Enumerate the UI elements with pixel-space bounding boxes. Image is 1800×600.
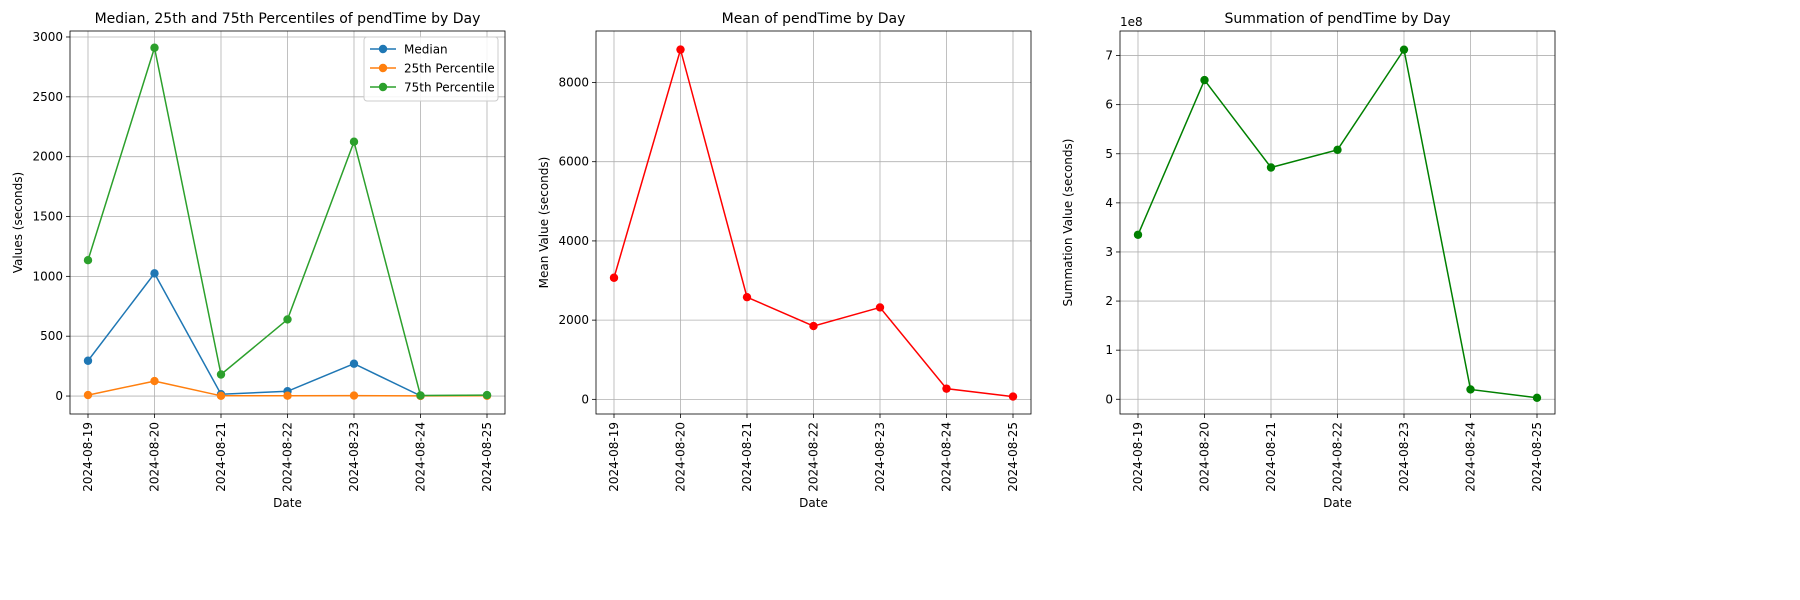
legend-label: 75th Percentile: [404, 81, 495, 95]
data-point: [482, 390, 492, 400]
data-point: [1532, 393, 1542, 402]
legend: Median 25th Percentile 75th Percentile: [363, 36, 499, 102]
y-tick-label: 1500: [32, 210, 63, 224]
x-tick-label: 2024-08-21: [1264, 422, 1278, 492]
x-tick-label: 2024-08-24: [940, 422, 954, 492]
data-point: [150, 269, 159, 278]
chart-panel-3: 0 1 2 3 4 5 6 7 2024-08-19 2024-08-20 2024-08-21 20…: [1061, 11, 1556, 510]
y-tick-label: 2000: [32, 150, 63, 164]
x-tick-label: 2024-08-20: [148, 422, 162, 492]
y-tick-label: 6000: [558, 155, 589, 169]
x-tick-label: 2024-08-19: [1131, 422, 1145, 492]
x-tick-label: 2024-08-22: [807, 422, 821, 492]
legend-box: [363, 36, 499, 102]
y-tick-label: 2: [1105, 294, 1113, 308]
x-tick-label: 2024-08-25: [1006, 422, 1020, 492]
x-axis-label: Date: [273, 496, 302, 510]
y-tick-label: 5: [1105, 147, 1113, 161]
data-point: [875, 303, 885, 312]
axis-offset-label: 1e8: [1120, 15, 1143, 29]
x-tick-label: 2024-08-22: [281, 422, 295, 492]
data-point: [1466, 385, 1475, 394]
x-tick-label: 2024-08-20: [674, 422, 688, 492]
chart-panel-1: 0 500 1000 1500 2000 2500 3000 2024-08-19 2024-0…: [11, 11, 506, 510]
y-axis-label: Values (seconds): [11, 172, 25, 273]
x-tick-label: 2024-08-21: [214, 422, 228, 492]
legend-swatch-marker: [378, 63, 388, 73]
x-axis-label: Date: [799, 496, 828, 510]
y-tick-label: 0: [55, 389, 63, 403]
x-tick-label: 2024-08-23: [1397, 422, 1411, 492]
y-tick-label: 2000: [558, 313, 589, 327]
x-tick-label: 2024-08-23: [873, 422, 887, 492]
legend-swatch-marker: [378, 82, 388, 92]
y-axis-label: Mean Value (seconds): [537, 157, 551, 289]
data-point: [1266, 163, 1276, 172]
data-point: [1133, 230, 1143, 239]
data-point: [216, 391, 226, 401]
data-point: [150, 43, 159, 52]
data-point: [283, 391, 292, 400]
data-point: [416, 391, 425, 400]
data-point: [1333, 145, 1342, 155]
data-point: [942, 384, 951, 393]
x-tick-label: 2024-08-20: [1198, 422, 1212, 492]
data-point: [283, 315, 292, 324]
y-tick-label: 3: [1105, 245, 1113, 259]
x-tick-label: 2024-08-25: [480, 422, 494, 492]
data-point: [676, 45, 685, 54]
x-tick-label: 2024-08-19: [81, 422, 95, 492]
data-point: [1399, 45, 1409, 54]
legend-label: Median: [404, 43, 448, 57]
y-tick-label: 2500: [32, 90, 63, 104]
x-tick-label: 2024-08-25: [1530, 422, 1544, 492]
x-tick-label: 2024-08-19: [607, 422, 621, 492]
y-tick-label: 4000: [558, 234, 589, 248]
y-axis-label: Summation Value (seconds): [1061, 139, 1075, 307]
chart-title: Summation of pendTime by Day: [1224, 11, 1450, 27]
legend-swatch-marker: [378, 44, 388, 54]
y-tick-label: 0: [1105, 392, 1113, 406]
y-tick-label: 4: [1105, 196, 1113, 210]
chart-title: Median, 25th and 75th Percentiles of pen…: [95, 11, 481, 27]
data-point: [83, 390, 93, 400]
y-tick-label: 7: [1105, 49, 1113, 63]
y-tick-label: 500: [40, 329, 63, 343]
data-point: [809, 321, 818, 331]
x-axis-label: Date: [1323, 496, 1352, 510]
data-point: [150, 376, 159, 386]
y-tick-label: 3000: [32, 30, 63, 44]
chart-panel-2: 0 2000 4000 6000 8000 2024-08-19 2024-08-20 202…: [537, 11, 1032, 510]
data-point: [349, 391, 359, 400]
data-point: [609, 273, 619, 282]
y-tick-label: 1: [1105, 343, 1113, 357]
y-tick-label: 1000: [32, 269, 63, 283]
data-point: [349, 359, 359, 368]
data-point: [216, 370, 226, 379]
data-point: [349, 137, 359, 146]
y-tick-label: 6: [1105, 98, 1113, 112]
chart-title: Mean of pendTime by Day: [722, 11, 906, 27]
data-point: [1200, 75, 1209, 85]
x-tick-label: 2024-08-23: [347, 422, 361, 492]
y-tick-label: 8000: [558, 75, 589, 89]
data-point: [742, 292, 752, 302]
x-tick-label: 2024-08-22: [1331, 422, 1345, 492]
legend-label: 25th Percentile: [404, 62, 495, 76]
data-point: [1008, 392, 1018, 401]
x-tick-label: 2024-08-24: [1464, 422, 1478, 492]
x-tick-label: 2024-08-24: [414, 422, 428, 492]
x-tick-label: 2024-08-21: [740, 422, 754, 492]
data-point: [83, 256, 93, 265]
data-point: [83, 356, 93, 365]
y-tick-label: 0: [581, 392, 589, 406]
